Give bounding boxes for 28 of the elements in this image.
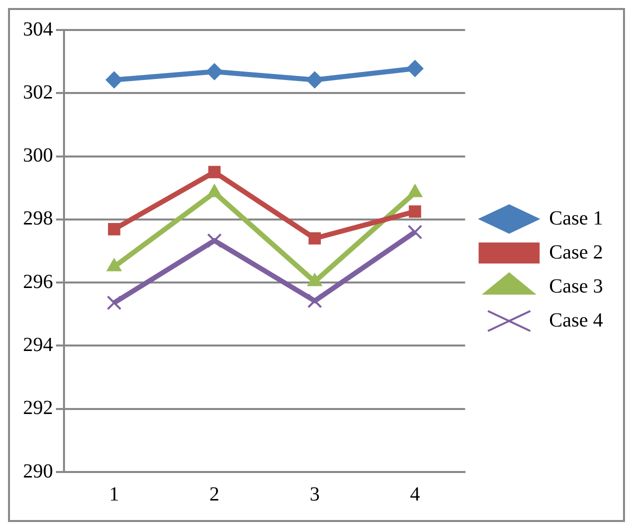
point — [406, 60, 424, 78]
y-tick-label: 290 — [23, 460, 53, 482]
y-tick-label: 302 — [23, 81, 53, 104]
y-tick-label: 294 — [23, 334, 53, 356]
point — [306, 71, 324, 88]
x-tick-label: 2 — [209, 483, 220, 506]
x-tick-label: 4 — [410, 483, 420, 506]
y-tick-label: 304 — [23, 18, 53, 40]
point — [207, 233, 222, 248]
y-tick-label: 298 — [23, 208, 53, 230]
y-tick-label: 292 — [23, 397, 53, 420]
point — [206, 63, 223, 80]
legend-label: Case 4 — [549, 309, 604, 332]
x-tick-label: 3 — [310, 483, 320, 506]
point — [307, 294, 322, 308]
legend-label: Case 2 — [549, 241, 604, 264]
point — [106, 295, 122, 310]
point — [208, 166, 221, 178]
point — [408, 205, 422, 218]
y-tick-label: 300 — [23, 144, 53, 167]
point — [108, 223, 120, 236]
point — [106, 71, 123, 88]
point — [408, 224, 422, 240]
y-tick-label: 296 — [23, 270, 53, 293]
legend-label: Case 3 — [549, 275, 604, 298]
legend-label: Case 1 — [549, 207, 604, 230]
x-tick-label: 1 — [109, 483, 120, 506]
point — [308, 232, 321, 245]
